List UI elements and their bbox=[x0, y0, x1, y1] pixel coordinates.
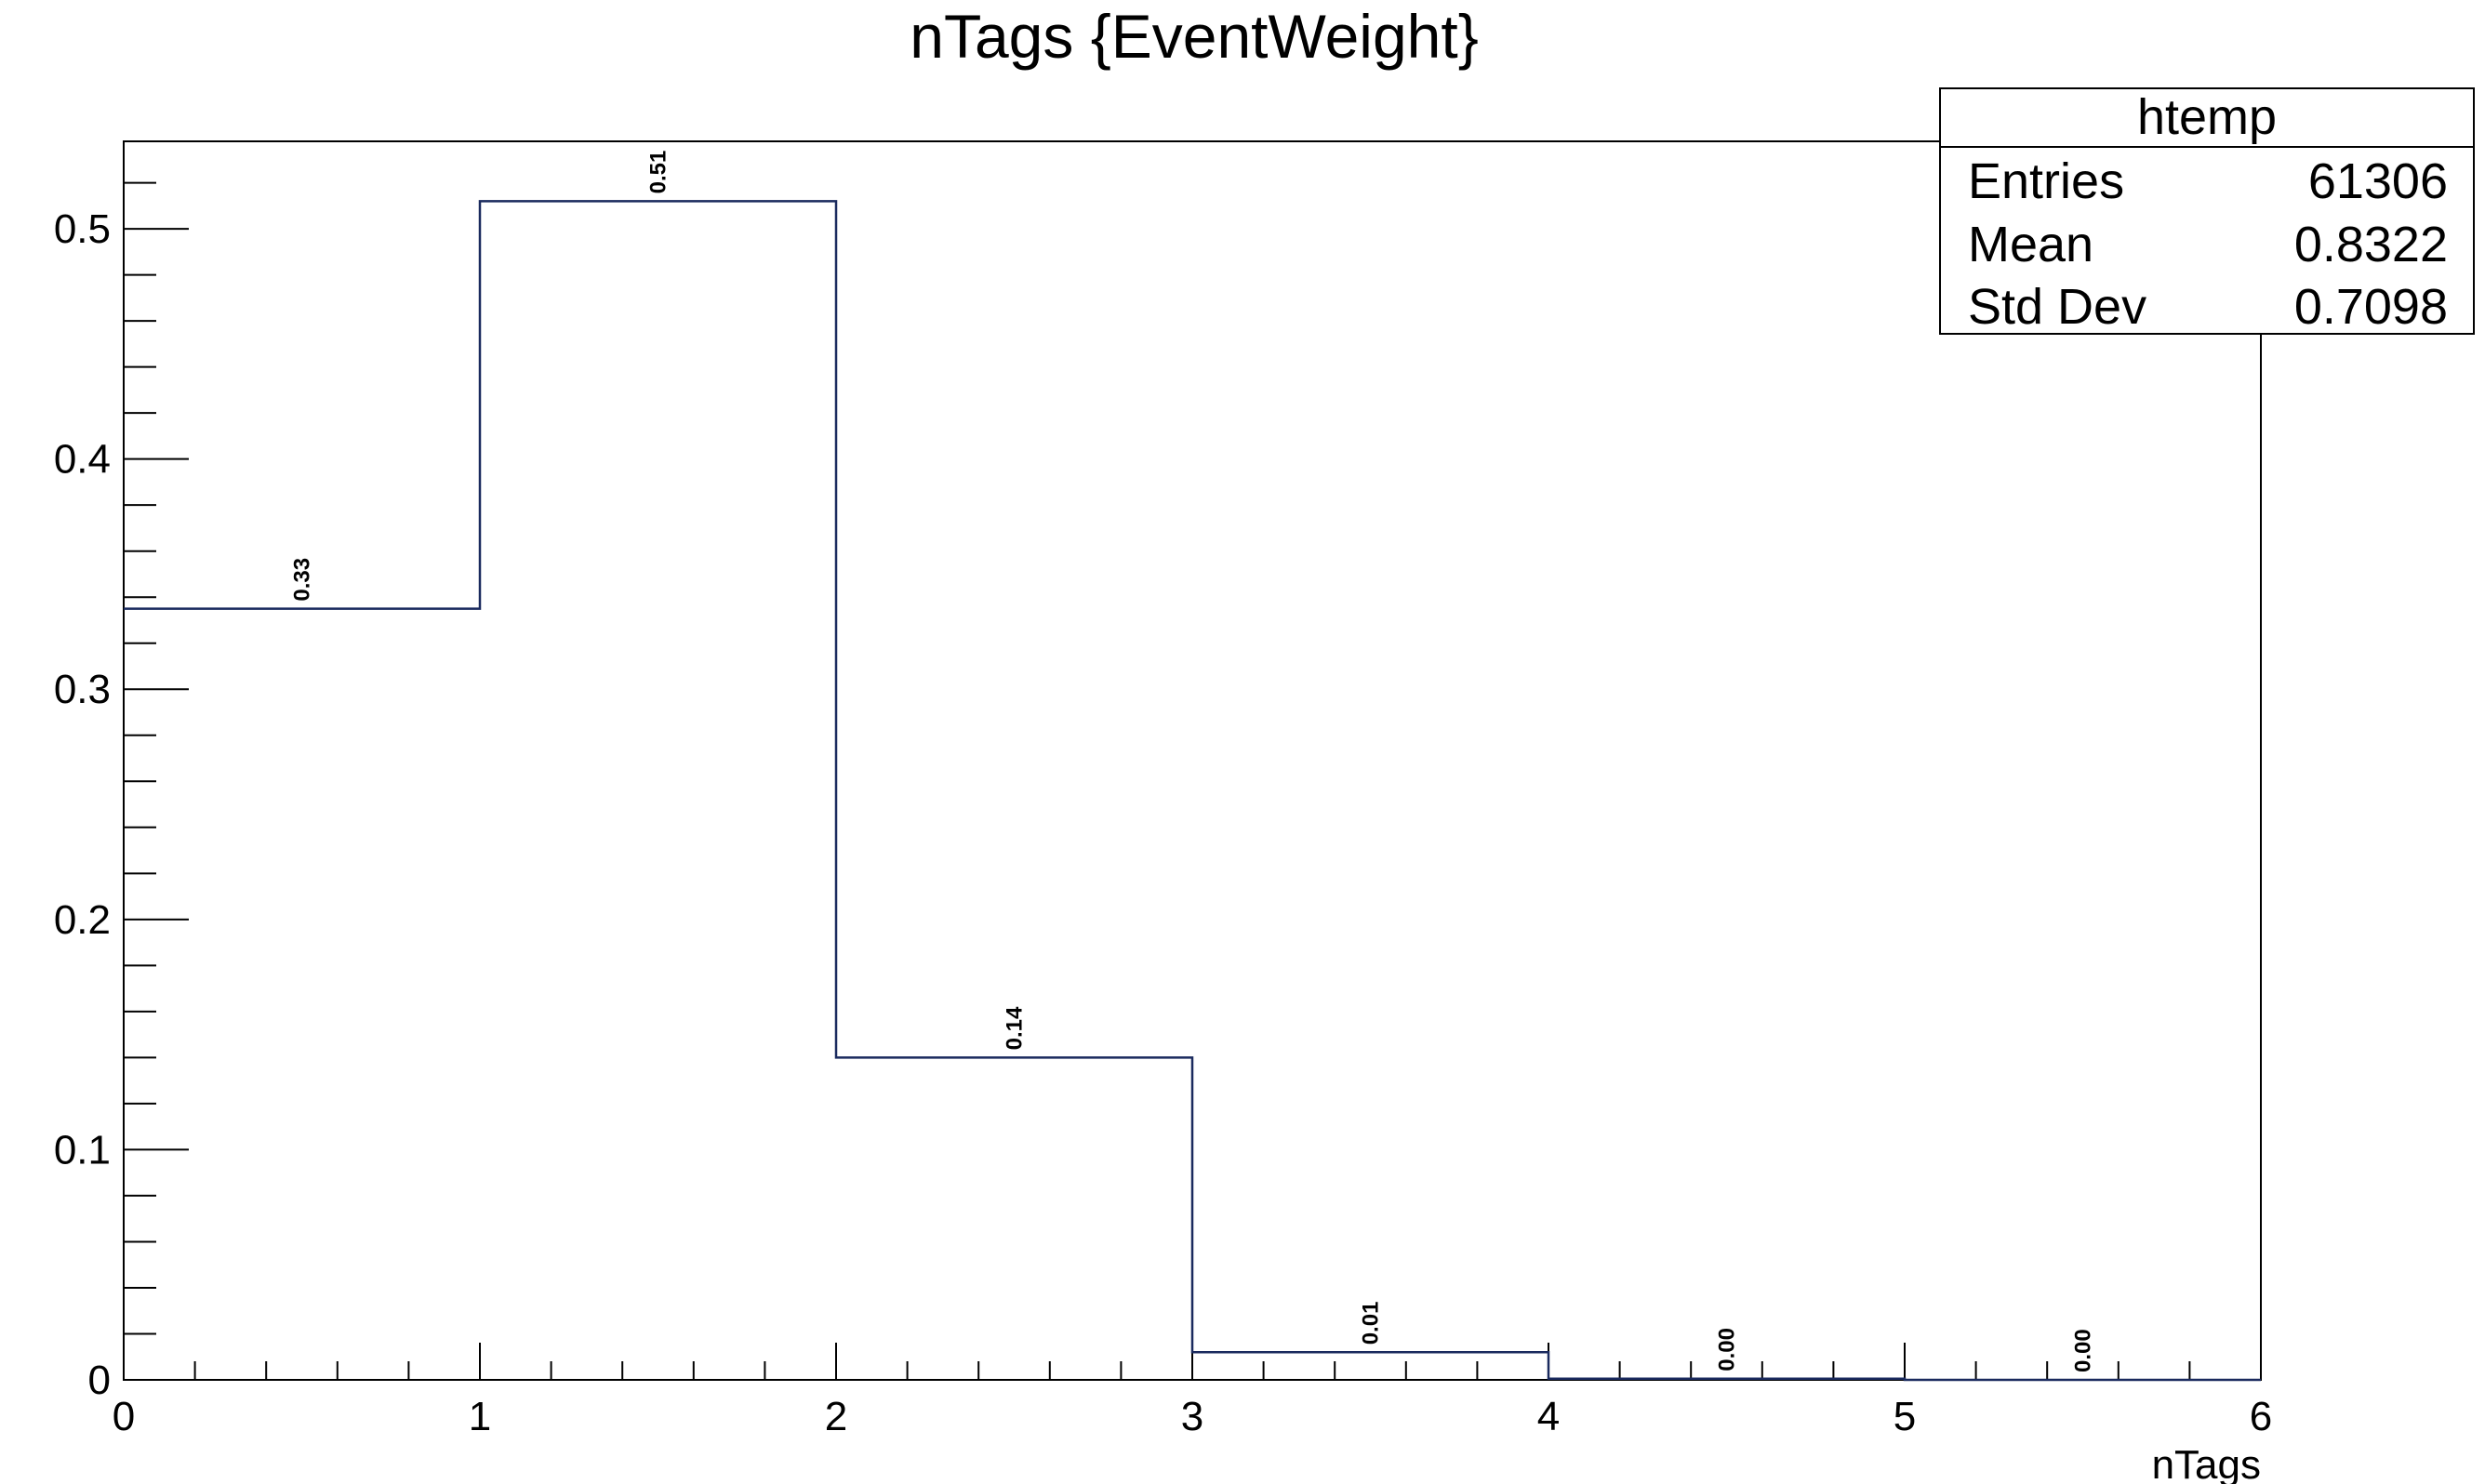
histogram-bin bbox=[480, 201, 836, 1380]
x-axis-title: nTags bbox=[2152, 1442, 2261, 1484]
stats-box: htemp Entries 61306 Mean 0.8322 Std Dev … bbox=[1939, 87, 2475, 335]
stats-entries-label: Entries bbox=[1968, 153, 2124, 209]
x-tick-label: 6 bbox=[2250, 1394, 2272, 1439]
stats-box-frame bbox=[1939, 87, 2475, 335]
bin-value-label: 0.33 bbox=[290, 558, 315, 602]
x-axis: 0 1 2 3 4 5 6 bbox=[113, 1343, 2272, 1439]
x-tick-label: 1 bbox=[469, 1394, 491, 1439]
y-tick-label: 0.1 bbox=[54, 1127, 111, 1173]
bin-value-label: 0.51 bbox=[646, 151, 671, 194]
bin-value-label: 0.01 bbox=[1359, 1302, 1384, 1345]
histogram-bin bbox=[1192, 1352, 1548, 1380]
histogram-bin bbox=[1548, 1379, 1905, 1380]
x-tick-label: 4 bbox=[1537, 1394, 1560, 1439]
y-tick-label: 0.3 bbox=[54, 667, 111, 712]
stats-stddev-value: 0.7098 bbox=[2294, 279, 2448, 335]
x-tick-label: 0 bbox=[113, 1394, 135, 1439]
histogram-series bbox=[124, 200, 2261, 1382]
stats-mean-label: Mean bbox=[1968, 217, 2093, 272]
stats-mean-value: 0.8322 bbox=[2294, 217, 2448, 272]
histogram-outline bbox=[124, 200, 2261, 1382]
bin-value-label: 0.00 bbox=[2071, 1329, 2096, 1372]
bin-value-label: 0.00 bbox=[1715, 1328, 1740, 1371]
x-tick-label: 5 bbox=[1894, 1394, 1916, 1439]
chart-title: nTags {EventWeight} bbox=[910, 2, 1479, 71]
y-tick-label: 0.2 bbox=[54, 897, 111, 943]
x-tick-label: 3 bbox=[1181, 1394, 1203, 1439]
stats-stddev-label: Std Dev bbox=[1968, 279, 2146, 335]
bin-value-label: 0.14 bbox=[1003, 1006, 1028, 1050]
y-tick-label: 0.5 bbox=[54, 206, 111, 252]
y-tick-label: 0.4 bbox=[54, 437, 111, 483]
stats-entries-value: 61306 bbox=[2308, 153, 2448, 209]
y-tick-label: 0 bbox=[88, 1358, 111, 1403]
histogram-bin bbox=[124, 609, 480, 1380]
bin-value-labels: 0.33 0.51 0.14 0.01 0.00 0.00 bbox=[290, 151, 2096, 1372]
x-tick-label: 2 bbox=[825, 1394, 847, 1439]
y-axis: 0 0.1 0.2 0.3 0.4 0.5 bbox=[54, 181, 189, 1403]
histogram-bin bbox=[836, 1057, 1192, 1380]
stats-box-title: htemp bbox=[2137, 89, 2277, 145]
